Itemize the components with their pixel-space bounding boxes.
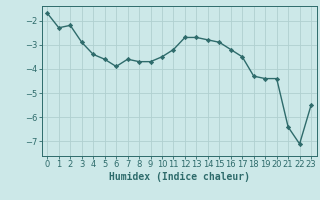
X-axis label: Humidex (Indice chaleur): Humidex (Indice chaleur) (109, 172, 250, 182)
